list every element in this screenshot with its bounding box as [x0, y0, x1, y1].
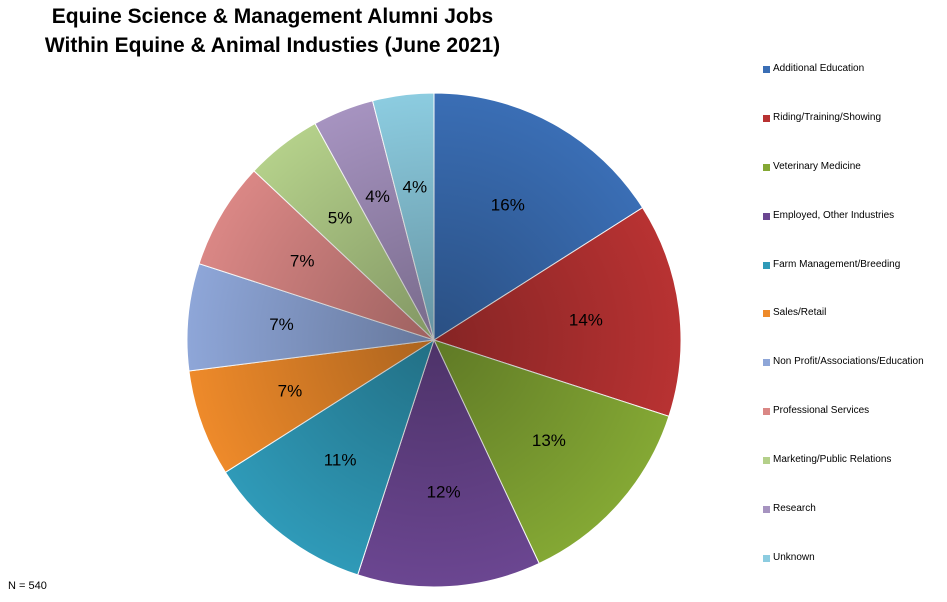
legend-item-additional-education: Additional Education — [763, 62, 924, 111]
legend-label: Veterinary Medicine — [773, 160, 861, 172]
pie-slice-label: 4% — [365, 187, 390, 206]
sample-size-note: N = 540 — [8, 580, 47, 592]
legend-label: Farm Management/Breeding — [773, 258, 901, 270]
pie-slice-label: 12% — [427, 482, 461, 501]
legend-item-non-profit-associations-education: Non Profit/Associations/Education — [763, 355, 924, 404]
legend-item-sales-retail: Sales/Retail — [763, 306, 924, 355]
pie-slice-label: 13% — [532, 431, 566, 450]
legend-item-professional-services: Professional Services — [763, 404, 924, 453]
legend-label: Research — [773, 503, 816, 515]
legend-swatch — [763, 114, 770, 122]
pie-slice-label: 7% — [290, 251, 315, 270]
pie-slices — [186, 92, 682, 588]
legend-swatch — [763, 359, 770, 367]
chart-title: Equine Science & Management Alumni Jobs … — [0, 2, 545, 60]
legend-swatch — [763, 457, 770, 465]
legend-swatch — [763, 554, 770, 562]
legend-label: Sales/Retail — [773, 307, 827, 319]
pie-slice-label: 4% — [403, 178, 428, 197]
legend-label: Riding/Training/Showing — [773, 111, 882, 123]
chart-title-line-1: Equine Science & Management Alumni Jobs — [51, 5, 494, 28]
legend-item-research: Research — [763, 502, 924, 551]
legend-label: Marketing/Public Relations — [773, 454, 892, 466]
legend-item-employed-other-industries: Employed, Other Industries — [763, 209, 924, 258]
pie-slice-label: 7% — [269, 315, 294, 334]
pie-slice-label: 16% — [491, 195, 525, 214]
legend-swatch — [763, 212, 770, 220]
pie-slice-label: 5% — [328, 208, 353, 227]
legend-label: Non Profit/Associations/Education — [773, 356, 924, 368]
legend-label: Additional Education — [773, 63, 865, 74]
legend-label: Unknown — [773, 551, 815, 563]
legend-swatch — [763, 408, 770, 416]
chart-title-line-2: Within Equine & Animal Industies (June 2… — [44, 34, 501, 57]
legend-swatch — [763, 261, 770, 269]
legend-swatch — [763, 163, 770, 171]
pie-slice-label: 11% — [324, 450, 357, 469]
pie-slice-labels: 16% 14% 13% 12% 11% 7% 7% 7% 5% 4% 4% — [269, 178, 603, 502]
legend-swatch — [763, 66, 770, 73]
legend-label: Employed, Other Industries — [773, 209, 895, 221]
legend-swatch — [763, 506, 770, 514]
legend-item-unknown: Unknown — [763, 551, 924, 600]
legend-item-veterinary-medicine: Veterinary Medicine — [763, 160, 924, 209]
pie-slice-label: 14% — [569, 310, 603, 329]
legend-item-riding-training-showing: Riding/Training/Showing — [763, 111, 924, 160]
legend-swatch — [763, 310, 770, 318]
pie-slice-label: 7% — [278, 381, 303, 400]
chart-legend: Additional Education Riding/Training/Show… — [763, 62, 924, 600]
legend-item-farm-management-breeding: Farm Management/Breeding — [763, 258, 924, 307]
legend-label: Professional Services — [773, 405, 870, 417]
legend-item-marketing-public-relations: Marketing/Public Relations — [763, 453, 924, 502]
